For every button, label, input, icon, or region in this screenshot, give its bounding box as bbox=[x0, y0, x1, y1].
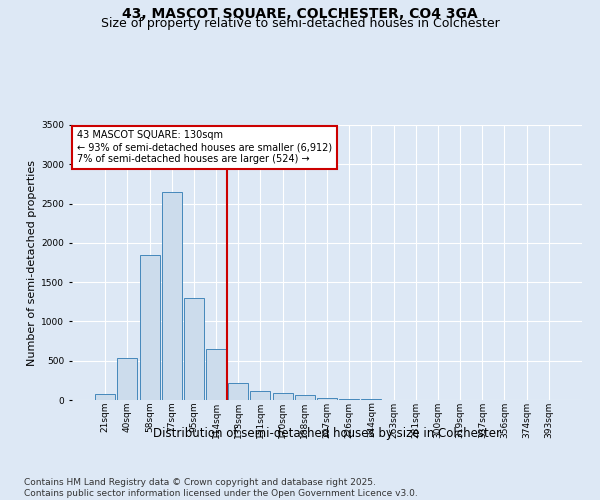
Bar bbox=[206, 349, 226, 400]
Y-axis label: Number of semi-detached properties: Number of semi-detached properties bbox=[27, 160, 37, 366]
Text: Contains HM Land Registry data © Crown copyright and database right 2025.
Contai: Contains HM Land Registry data © Crown c… bbox=[24, 478, 418, 498]
Bar bbox=[317, 398, 337, 400]
Text: 43 MASCOT SQUARE: 130sqm
← 93% of semi-detached houses are smaller (6,912)
7% of: 43 MASCOT SQUARE: 130sqm ← 93% of semi-d… bbox=[77, 130, 332, 164]
Bar bbox=[295, 396, 315, 400]
Bar bbox=[140, 254, 160, 400]
Bar bbox=[162, 192, 182, 400]
Text: Distribution of semi-detached houses by size in Colchester: Distribution of semi-detached houses by … bbox=[153, 428, 501, 440]
Bar bbox=[228, 382, 248, 400]
Text: Size of property relative to semi-detached houses in Colchester: Size of property relative to semi-detach… bbox=[101, 18, 499, 30]
Bar bbox=[339, 399, 359, 400]
Bar bbox=[250, 390, 271, 400]
Bar bbox=[184, 298, 204, 400]
Bar bbox=[272, 393, 293, 400]
Bar bbox=[118, 358, 137, 400]
Text: 43, MASCOT SQUARE, COLCHESTER, CO4 3GA: 43, MASCOT SQUARE, COLCHESTER, CO4 3GA bbox=[122, 8, 478, 22]
Bar bbox=[95, 394, 115, 400]
